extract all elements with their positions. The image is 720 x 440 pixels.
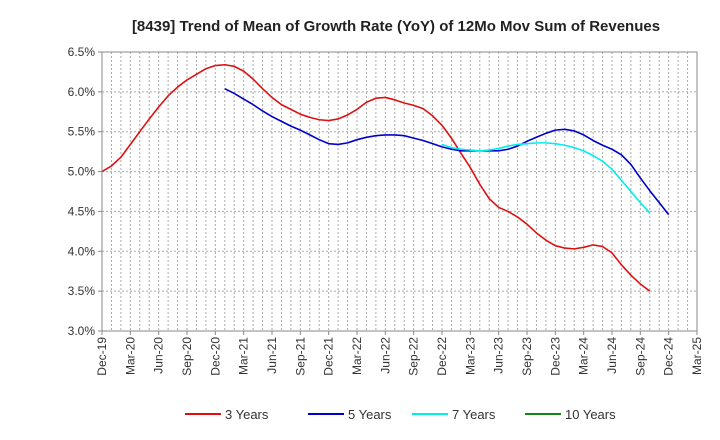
x-tick-label: Mar-23 — [463, 337, 477, 375]
legend: 3 Years 5 Years 7 Years 10 Years — [185, 407, 616, 422]
y-tick-label: 3.5% — [68, 284, 96, 298]
y-axis: 3.0% 3.5% 4.0% 4.5% 5.0% 5.5% 6.0% 6.5% — [68, 45, 102, 338]
x-tick-label: Sep-24 — [633, 337, 647, 376]
legend-item-5-years: 5 Years — [308, 407, 392, 422]
y-tick-label: 6.5% — [68, 45, 96, 59]
legend-item-3-years: 3 Years — [185, 407, 269, 422]
series-line-5-years — [224, 87, 670, 216]
x-tick-label: Mar-24 — [577, 337, 591, 375]
x-tick-label: Jun-24 — [605, 337, 619, 374]
y-tick-label: 4.5% — [68, 204, 96, 218]
x-tick-label: Dec-22 — [435, 337, 449, 376]
plot-frame — [101, 51, 698, 332]
x-tick-label: Dec-23 — [548, 337, 562, 376]
legend-label: 7 Years — [452, 407, 496, 422]
x-tick-label: Dec-21 — [322, 337, 336, 376]
x-tick-label: Dec-20 — [208, 337, 222, 376]
x-tick-label: Mar-25 — [690, 337, 704, 375]
series-line-7-years — [441, 142, 651, 214]
x-tick-label: Sep-23 — [520, 337, 534, 376]
series-line-3-years — [101, 63, 651, 292]
y-tick-label: 6.0% — [68, 85, 96, 99]
grid — [102, 51, 697, 332]
legend-item-7-years: 7 Years — [412, 407, 496, 422]
x-tick-label: Mar-21 — [237, 337, 251, 375]
series-lines — [101, 63, 670, 292]
y-tick-label: 5.0% — [68, 165, 96, 179]
x-axis: Dec-19 Mar-20 Jun-20 Sep-20 Dec-20 Mar-21 Jun-… — [95, 331, 704, 376]
legend-label: 10 Years — [565, 407, 616, 422]
x-tick-label: Dec-19 — [95, 337, 109, 376]
x-tick-label: Jun-21 — [265, 337, 279, 374]
x-tick-label: Sep-20 — [180, 337, 194, 376]
chart-title: [8439] Trend of Mean of Growth Rate (YoY… — [132, 18, 660, 35]
x-tick-label: Mar-22 — [350, 337, 364, 375]
y-tick-label: 3.0% — [68, 324, 96, 338]
legend-label: 5 Years — [348, 407, 392, 422]
x-tick-label: Sep-21 — [293, 337, 307, 376]
x-tick-label: Jun-20 — [152, 337, 166, 374]
legend-label: 3 Years — [225, 407, 269, 422]
x-tick-label: Sep-22 — [407, 337, 421, 376]
x-tick-label: Jun-23 — [492, 337, 506, 374]
legend-item-10-years: 10 Years — [525, 407, 616, 422]
x-tick-label: Mar-20 — [123, 337, 137, 375]
y-tick-label: 5.5% — [68, 125, 96, 139]
x-tick-label: Jun-22 — [378, 337, 392, 374]
x-tick-label: Dec-24 — [662, 337, 676, 376]
y-tick-label: 4.0% — [68, 244, 96, 258]
